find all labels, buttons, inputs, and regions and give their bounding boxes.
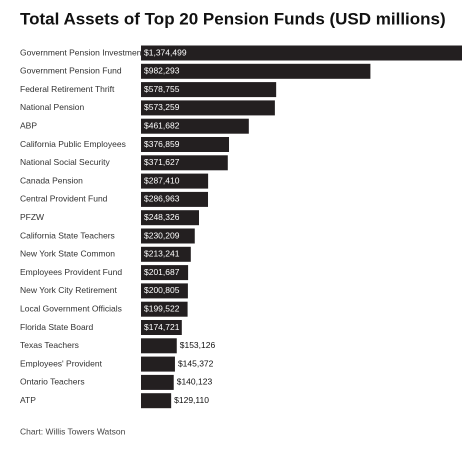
category-label: National Social Security bbox=[20, 157, 111, 167]
bar bbox=[141, 63, 371, 79]
category-label: ABP bbox=[20, 120, 37, 130]
category-label: ATP bbox=[20, 395, 36, 405]
bar bbox=[141, 301, 188, 317]
value-label: $248,326 bbox=[144, 212, 180, 222]
bar bbox=[141, 265, 189, 281]
category-label: Florida State Board bbox=[20, 322, 94, 332]
category-label: Texas Teachers bbox=[20, 340, 79, 350]
bar bbox=[141, 356, 175, 372]
category-label: New York City Retirement bbox=[20, 285, 117, 295]
value-label: $1,374,499 bbox=[144, 47, 187, 57]
category-label: Central Provident Fund bbox=[20, 194, 108, 204]
value-label: $578,755 bbox=[144, 84, 180, 94]
value-label: $129,110 bbox=[174, 395, 209, 405]
bar bbox=[141, 246, 191, 262]
bar bbox=[141, 338, 177, 354]
bar bbox=[141, 283, 188, 299]
bar bbox=[141, 155, 228, 171]
value-label: $199,522 bbox=[144, 303, 180, 313]
bar bbox=[141, 82, 277, 98]
value-label: $140,123 bbox=[177, 377, 213, 387]
value-label: $200,805 bbox=[144, 285, 180, 295]
bar bbox=[141, 228, 195, 244]
source: Chart: Willis Towers Watson bbox=[20, 426, 126, 436]
value-label: $174,721 bbox=[144, 322, 180, 332]
category-label: Employees' Provident bbox=[20, 358, 103, 368]
bar bbox=[141, 191, 209, 207]
category-label: National Pension bbox=[20, 102, 85, 112]
value-label: $287,410 bbox=[144, 175, 180, 185]
category-label: Federal Retirement Thrift bbox=[20, 84, 115, 94]
value-label: $153,126 bbox=[180, 340, 216, 350]
category-label: Ontario Teachers bbox=[20, 377, 85, 387]
value-label: $286,963 bbox=[144, 194, 180, 204]
value-label: $201,687 bbox=[144, 267, 180, 277]
value-label: $371,627 bbox=[144, 157, 180, 167]
bar bbox=[141, 393, 172, 409]
category-label: Employees Provident Fund bbox=[20, 267, 122, 277]
value-label: $461,682 bbox=[144, 120, 180, 130]
category-label: New York State Common bbox=[20, 249, 115, 259]
bar bbox=[141, 374, 174, 390]
bar bbox=[141, 137, 230, 152]
category-label: PFZW bbox=[20, 212, 44, 222]
bar bbox=[141, 118, 249, 134]
bar bbox=[141, 320, 182, 335]
value-label: $376,859 bbox=[144, 139, 180, 149]
bar bbox=[141, 45, 462, 61]
chart-title: Total Assets of Top 20 Pension Funds (US… bbox=[20, 9, 446, 28]
category-label: California State Teachers bbox=[20, 230, 115, 240]
value-label: $982,293 bbox=[144, 66, 180, 76]
category-label: Government Pension Investment bbox=[20, 47, 144, 57]
value-label: $573,259 bbox=[144, 102, 180, 112]
bar bbox=[141, 210, 199, 226]
category-label: Government Pension Fund bbox=[20, 66, 122, 76]
category-label: Canada Pension bbox=[20, 175, 83, 185]
value-label: $213,241 bbox=[144, 249, 180, 259]
bar bbox=[141, 100, 275, 116]
value-label: $145,372 bbox=[178, 358, 214, 368]
category-label: Local Government Officials bbox=[20, 303, 122, 313]
value-label: $230,209 bbox=[144, 230, 180, 240]
bar bbox=[141, 173, 209, 189]
category-label: California Public Employees bbox=[20, 139, 126, 149]
